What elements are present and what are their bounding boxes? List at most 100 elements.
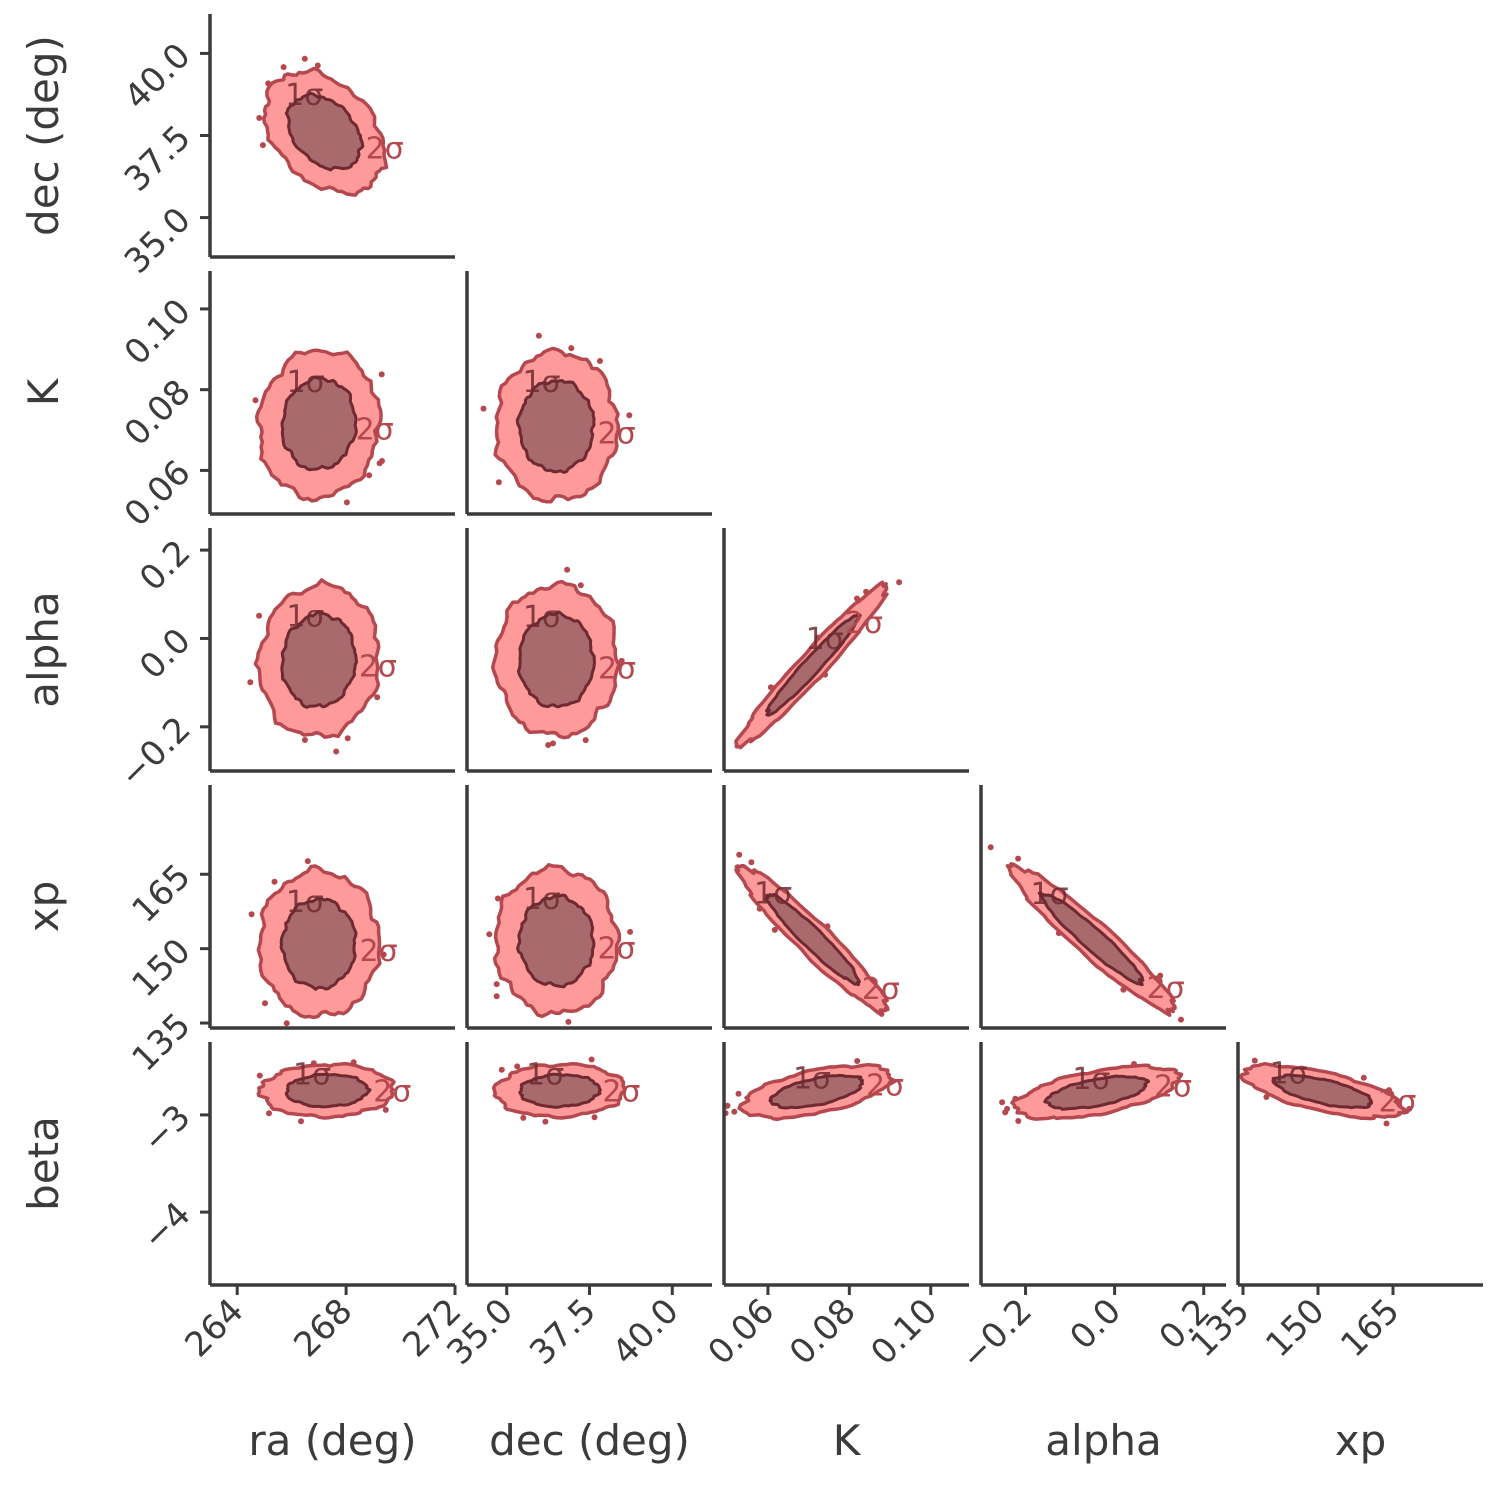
- x-tick-label: 165: [1333, 1291, 1407, 1365]
- outlier-point: [748, 859, 755, 866]
- outlier-point: [314, 62, 321, 69]
- contour-1sigma: [518, 1072, 602, 1109]
- y-axis-label: xp: [19, 881, 68, 933]
- contour-label-2sigma: 2σ: [602, 1075, 640, 1110]
- x-axis-label: ra (deg): [248, 1416, 416, 1465]
- x-tick-label: 37.5: [522, 1291, 604, 1373]
- outlier-point: [854, 595, 860, 602]
- contour-label-1sigma: 1σ: [1269, 1057, 1307, 1092]
- contour-label-2sigma: 2σ: [598, 417, 636, 452]
- contour-label-2sigma: 2σ: [866, 1069, 904, 1104]
- contour-label-2sigma: 2σ: [598, 651, 636, 686]
- y-tick-label: 0.10: [117, 291, 199, 373]
- outlier-point: [379, 458, 385, 464]
- outlier-point: [271, 878, 278, 885]
- outlier-point: [588, 1056, 595, 1063]
- outlier-point: [577, 582, 584, 589]
- outlier-point: [301, 737, 308, 743]
- contour-label-2sigma: 2σ: [1154, 1070, 1192, 1105]
- y-tick-label: 135: [124, 1005, 198, 1079]
- outlier-point: [333, 748, 340, 755]
- panel-xp-beta: 1σ 2σ: [1239, 1057, 1416, 1127]
- outlier-point: [256, 115, 263, 121]
- outlier-point: [1012, 1095, 1019, 1102]
- outlier-point: [343, 499, 350, 506]
- contour-label-2sigma: 2σ: [356, 412, 394, 447]
- contour-label-1sigma: 1σ: [286, 600, 324, 635]
- outlier-point: [863, 588, 870, 595]
- outlier-point: [1386, 1087, 1392, 1094]
- outlier-point: [1004, 1105, 1011, 1112]
- panel-ra-xp: 1σ 2σ: [248, 858, 398, 1027]
- panel-ra-dec: 1σ 2σ: [256, 55, 404, 197]
- outlier-point: [815, 634, 821, 641]
- x-tick-label: 40.0: [605, 1291, 687, 1373]
- y-tick-label: 35.0: [117, 200, 199, 282]
- outlier-point: [736, 851, 743, 858]
- outlier-point: [896, 579, 903, 586]
- outlier-point: [304, 858, 311, 865]
- outlier-point: [735, 1090, 742, 1097]
- contour-1sigma: [1271, 1073, 1374, 1110]
- outlier-point: [1406, 1105, 1413, 1112]
- y-tick-label: 37.5: [117, 118, 199, 200]
- outlier-point: [380, 951, 387, 958]
- contour-label-2sigma: 2σ: [862, 972, 900, 1007]
- contour-1sigma: [1043, 1074, 1151, 1111]
- contour-label-2sigma: 2σ: [845, 606, 883, 641]
- contour-label-1sigma: 1σ: [287, 365, 325, 400]
- panel-ra-K: 1σ 2σ: [252, 348, 394, 506]
- contour-1sigma: [515, 379, 596, 474]
- outlier-point: [252, 397, 259, 404]
- contour-label-1sigma: 1σ: [523, 882, 561, 917]
- outlier-point: [266, 1110, 272, 1117]
- outlier-point: [1131, 1061, 1137, 1067]
- y-tick-label: 150: [124, 931, 198, 1005]
- y-tick-label: −0.2: [112, 709, 199, 796]
- x-tick-label: 0.0: [1062, 1291, 1129, 1358]
- x-tick-label: 0.08: [782, 1291, 864, 1373]
- outlier-point: [480, 405, 487, 412]
- outlier-point: [591, 1114, 598, 1121]
- contour-label-2sigma: 2σ: [597, 932, 635, 967]
- outlier-point: [535, 332, 542, 339]
- outlier-point: [550, 740, 556, 747]
- contour-1sigma: [516, 611, 596, 709]
- outlier-point: [344, 735, 351, 742]
- contour-label-1sigma: 1σ: [526, 1058, 564, 1093]
- contour-label-2sigma: 2σ: [366, 132, 404, 167]
- outlier-point: [999, 1099, 1006, 1106]
- contour-label-1sigma: 1σ: [285, 78, 323, 113]
- contour-label-1sigma: 1σ: [1031, 877, 1069, 912]
- contour-1sigma: [284, 91, 365, 172]
- outlier-point: [374, 694, 381, 701]
- y-tick-label: −4: [135, 1194, 199, 1258]
- contour-label-2sigma: 2σ: [359, 649, 397, 684]
- outlier-point: [498, 1066, 505, 1073]
- outlier-point: [1157, 972, 1164, 979]
- contour-label-1sigma: 1σ: [286, 885, 324, 920]
- outlier-point: [486, 931, 493, 938]
- outlier-point: [1178, 1016, 1184, 1023]
- outlier-point: [627, 928, 634, 935]
- contour-1sigma: [765, 613, 862, 717]
- outlier-point: [854, 1058, 861, 1064]
- contour-1sigma: [1037, 891, 1145, 987]
- outlier-point: [265, 80, 272, 87]
- x-tick-label: 0.10: [863, 1291, 945, 1373]
- outlier-point: [771, 926, 778, 933]
- outlier-point: [597, 358, 603, 364]
- contour-1sigma: [516, 893, 596, 989]
- outlier-point: [1263, 1094, 1270, 1100]
- outlier-point: [280, 64, 287, 71]
- y-axis-label: K: [19, 377, 68, 406]
- x-tick-label: 150: [1258, 1291, 1332, 1365]
- contour-1sigma: [764, 893, 861, 987]
- x-axis-label: K: [833, 1416, 862, 1465]
- outlier-point: [310, 1060, 317, 1067]
- contour-label-2sigma: 2σ: [1147, 971, 1185, 1006]
- outlier-point: [987, 844, 994, 851]
- outlier-point: [724, 1102, 731, 1109]
- x-axis-label: alpha: [1045, 1416, 1161, 1465]
